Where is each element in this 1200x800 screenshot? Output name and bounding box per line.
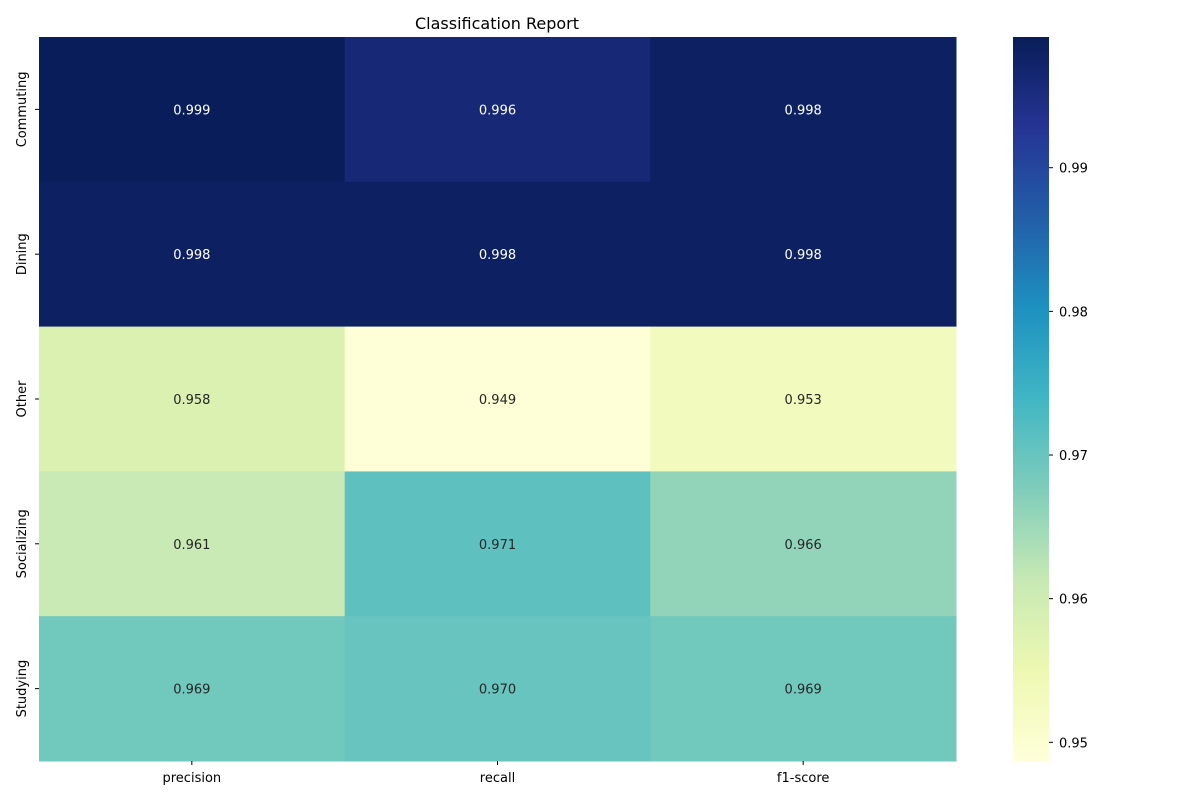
heatmap-cell	[39, 181, 346, 328]
cell-value-label: 0.996	[479, 103, 516, 118]
colorbar-tick-label: 0.98	[1059, 305, 1088, 320]
y-tick-label: Studying	[15, 660, 30, 718]
colorbar-tick-label: 0.97	[1059, 449, 1088, 464]
cell-value-label: 0.969	[173, 683, 210, 698]
heatmap-cell	[650, 326, 957, 472]
cell-value-label: 0.969	[785, 683, 822, 698]
colorbar-tick-label: 0.96	[1059, 593, 1088, 608]
heatmap-cell	[344, 471, 651, 617]
chart-title: Classification Report	[415, 14, 579, 33]
colorbar-ticks: 0.95 0.96 0.97 0.98 0.99	[1049, 162, 1088, 751]
heatmap-cell	[650, 181, 957, 328]
x-tick-label: recall	[480, 771, 515, 786]
heatmap-cell	[344, 326, 651, 472]
heatmap-cells: 0.999 0.996 0.998 0.998 0.998 0.998 0.958 0.949…	[39, 37, 957, 762]
heatmap-cell	[39, 37, 346, 183]
heatmap-cell	[39, 326, 346, 472]
colorbar-gradient	[1013, 37, 1049, 761]
cell-value-label: 0.998	[173, 248, 210, 263]
cell-value-label: 0.998	[479, 248, 516, 263]
y-tick-label: Dining	[15, 233, 30, 275]
colorbar: 0.95 0.96 0.97 0.98 0.99	[1013, 37, 1088, 761]
y-tick-label: Socializing	[15, 509, 30, 578]
heatmap-cell	[344, 181, 651, 328]
cell-value-label: 0.961	[173, 538, 210, 553]
heatmap-cell	[650, 471, 957, 617]
y-axis: Commuting Dining Other Socializing Studying	[15, 71, 39, 717]
cell-value-label: 0.998	[785, 248, 822, 263]
x-tick-label: f1-score	[777, 771, 829, 786]
heatmap-cell	[39, 616, 346, 762]
cell-value-label: 0.966	[785, 538, 822, 553]
cell-value-label: 0.998	[785, 103, 822, 118]
colorbar-tick-label: 0.99	[1059, 162, 1088, 177]
cell-value-label: 0.953	[785, 393, 822, 408]
cell-value-label: 0.949	[479, 393, 516, 408]
heatmap-cell	[650, 37, 957, 183]
heatmap-cell	[344, 616, 651, 762]
cell-value-label: 0.999	[173, 103, 210, 118]
heatmap-cell	[39, 471, 346, 617]
heatmap-cell	[650, 616, 957, 762]
y-tick-label: Commuting	[15, 71, 30, 147]
x-tick-label: precision	[163, 771, 222, 786]
colorbar-tick-label: 0.95	[1059, 736, 1088, 751]
y-tick-label: Other	[15, 380, 30, 418]
cell-value-label: 0.970	[479, 683, 516, 698]
heatmap-cell	[344, 37, 651, 183]
cell-value-label: 0.958	[173, 393, 210, 408]
cell-value-label: 0.971	[479, 538, 516, 553]
x-axis: precision recall f1-score	[163, 761, 829, 786]
